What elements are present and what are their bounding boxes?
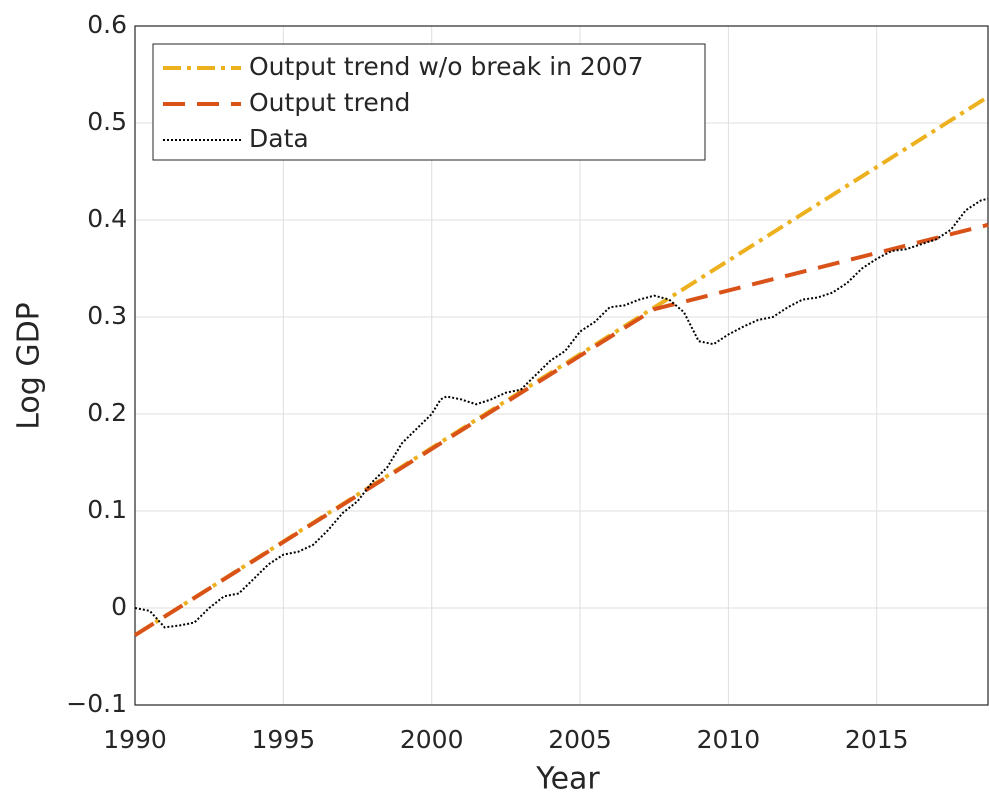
legend-label: Output trend w/o break in 2007: [249, 52, 644, 81]
y-tick-label: 0: [111, 592, 127, 621]
x-tick-label: 2010: [697, 725, 761, 754]
y-axis-label: Log GDP: [12, 302, 47, 430]
y-tick-label: 0.5: [87, 107, 127, 136]
x-tick-label: 2005: [548, 725, 612, 754]
y-tick-label: 0.4: [87, 204, 127, 233]
plot-frame: [134, 25, 989, 706]
y-tick-label: −0.1: [66, 689, 127, 718]
y-tick-label: 0.1: [87, 495, 127, 524]
y-tick-label: 0.3: [87, 301, 127, 330]
x-axis-label: Year: [535, 762, 600, 797]
y-tick-label: 0.6: [87, 10, 127, 39]
x-tick-label: 2015: [845, 725, 909, 754]
legend-box: [152, 43, 706, 161]
x-tick-label: 1995: [252, 725, 316, 754]
legend-label: Output trend: [249, 88, 410, 117]
x-tick-label: 1990: [103, 725, 167, 754]
y-tick-label: 0.2: [87, 398, 127, 427]
legend-label: Data: [249, 124, 309, 153]
x-tick-label: 2000: [400, 725, 464, 754]
data-line: [133, 222, 989, 637]
data-line: [134, 197, 989, 629]
data-line: [133, 95, 989, 637]
